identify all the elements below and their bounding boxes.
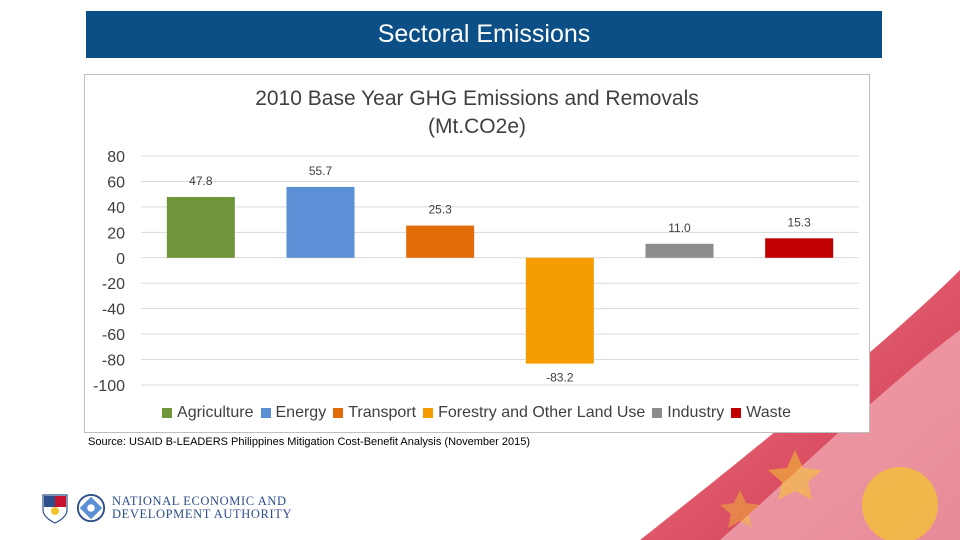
legend-label: Waste	[746, 404, 791, 421]
legend-swatch	[652, 408, 663, 418]
data-label: -83.2	[546, 371, 574, 385]
y-tick-label: 20	[107, 225, 125, 242]
chart-legend: Agriculture Energy Transport Forestry and O…	[85, 404, 869, 422]
data-label: 15.3	[787, 215, 811, 229]
legend-swatch	[333, 408, 344, 418]
y-tick-label: -80	[102, 353, 125, 370]
legend-item: Energy	[260, 404, 327, 422]
bar-waste	[765, 238, 834, 258]
y-tick-label: 40	[107, 200, 125, 217]
data-label: 11.0	[668, 221, 691, 235]
legend-label: Forestry and Other Land Use	[438, 404, 646, 421]
y-tick-label: 80	[107, 149, 125, 166]
data-label: 47.8	[189, 174, 213, 188]
agency-name: NATIONAL ECONOMIC AND DEVELOPMENT AUTHOR…	[112, 495, 292, 521]
sun-icon	[862, 467, 938, 540]
slide-title: Sectoral Emissions	[377, 20, 591, 48]
legend-label: Transport	[348, 404, 417, 421]
agency-name-line1: NATIONAL ECONOMIC AND	[112, 494, 287, 508]
agency-logo: NATIONAL ECONOMIC AND DEVELOPMENT AUTHOR…	[40, 492, 292, 524]
chart-panel: 80 60 40 20 0 -20 -40 -60 -80 -100 47.8 55.7 25.3 -83…	[84, 74, 870, 433]
bar-forestry-and-other-land-use	[525, 257, 594, 364]
legend-swatch	[162, 408, 173, 418]
bar-energy	[286, 186, 355, 258]
legend-label: Agriculture	[177, 404, 254, 421]
star-icon	[768, 450, 822, 500]
star-icon-2	[720, 490, 760, 528]
bar-chart: 80 60 40 20 0 -20 -40 -60 -80 -100 47.8 55.7 25.3 -83…	[93, 149, 859, 395]
data-label: 55.7	[309, 164, 333, 178]
bar-agriculture	[166, 196, 235, 258]
legend-item: Transport	[333, 404, 416, 422]
legend-label: Energy	[275, 404, 327, 421]
y-tick-label: -60	[102, 327, 125, 344]
neda-emblem-icon	[76, 493, 106, 523]
legend-swatch	[423, 408, 434, 418]
y-tick-label: 60	[107, 174, 125, 191]
data-label: 25.3	[428, 203, 452, 217]
bar-transport	[406, 225, 475, 258]
chart-title: 2010 Base Year GHG Emissions and Removal…	[85, 85, 869, 141]
chart-title-line1: 2010 Base Year GHG Emissions and Removal…	[255, 87, 699, 110]
legend-swatch	[731, 408, 742, 418]
legend-item: Agriculture	[162, 404, 254, 422]
y-tick-label: -100	[93, 378, 125, 395]
legend-swatch	[260, 408, 271, 418]
legend-item: Industry	[652, 404, 724, 422]
agency-name-line2: DEVELOPMENT AUTHORITY	[112, 507, 293, 521]
source-note: Source: USAID B-LEADERS Philippines Miti…	[88, 436, 531, 448]
legend-item: Waste	[731, 404, 791, 422]
legend-label: Industry	[667, 404, 725, 421]
y-tick-label: -20	[102, 276, 125, 293]
philippine-seal-icon	[42, 494, 68, 524]
y-tick-label: -40	[102, 302, 125, 319]
chart-title-line2: (Mt.CO2e)	[427, 115, 526, 138]
slide-title-bar: Sectoral Emissions	[86, 11, 882, 58]
legend-item: Forestry and Other Land Use	[423, 404, 645, 422]
y-tick-label: 0	[116, 251, 125, 268]
bar-industry	[645, 243, 714, 258]
